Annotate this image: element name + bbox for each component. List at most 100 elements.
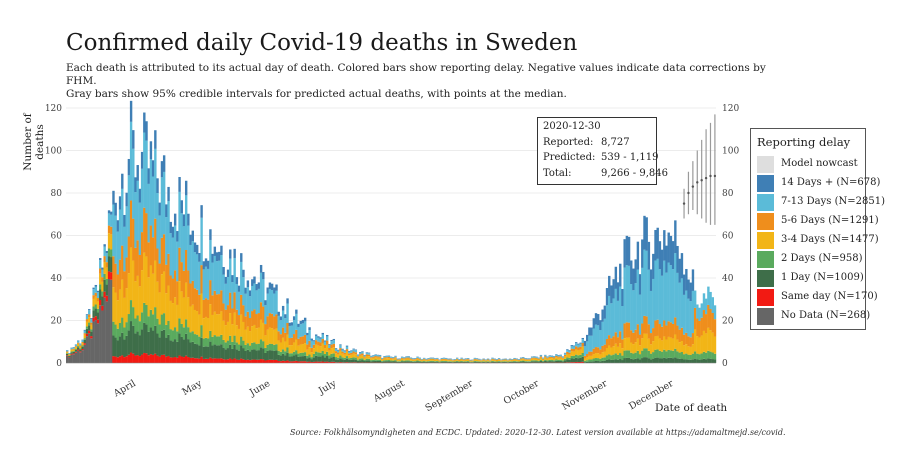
bar-segment <box>99 289 102 301</box>
bar-segment <box>321 338 324 344</box>
bar-segment <box>663 230 666 261</box>
bar-segment <box>469 360 472 362</box>
bar-segment <box>550 360 554 362</box>
bar-segment <box>623 267 626 324</box>
bar-segment <box>403 358 406 360</box>
bar-segment <box>264 352 267 361</box>
bar-segment <box>92 306 95 311</box>
bar-segment <box>663 260 666 321</box>
bar-segment <box>292 351 296 356</box>
bar-segment <box>433 361 437 362</box>
bar-segment <box>292 320 296 335</box>
bar-segment <box>572 362 576 363</box>
bar-segment <box>72 349 76 352</box>
bar-segment <box>79 345 82 347</box>
bar-segment <box>570 348 573 352</box>
bar-segment <box>284 351 287 356</box>
bar-segment <box>321 334 324 339</box>
bar-segment <box>330 339 333 342</box>
bar-segment <box>308 340 311 348</box>
bar-segment <box>196 311 199 335</box>
bar-segment <box>235 277 239 284</box>
bar-segment <box>222 347 225 360</box>
bar-segment <box>577 347 580 351</box>
bar-segment <box>579 343 582 347</box>
bar-segment <box>570 351 573 356</box>
bar-segment <box>191 331 194 342</box>
bar-segment <box>381 358 384 360</box>
bar-segment <box>372 361 375 363</box>
bar-segment <box>317 361 320 363</box>
y-tick-label-right: 100 <box>722 147 739 157</box>
bar-segment <box>583 340 587 346</box>
bar-segment <box>101 277 104 282</box>
bar-segment <box>398 361 402 362</box>
bar-segment <box>301 356 305 362</box>
bar-segment <box>440 361 443 363</box>
legend-item-2-days: 2 Days (N=958) <box>757 251 865 269</box>
nowcast-median-point <box>713 174 717 178</box>
bar-segment <box>405 357 408 359</box>
bar-segment <box>647 350 651 359</box>
bar-segment <box>204 337 208 347</box>
bar-segment <box>533 358 536 361</box>
bar-segment <box>489 361 492 363</box>
bar-segment <box>429 360 432 362</box>
bar-segment <box>579 357 582 362</box>
bar-segment <box>173 327 177 340</box>
bar-segment <box>306 355 309 359</box>
bar-segment <box>83 344 87 363</box>
bar-segment <box>486 361 490 363</box>
bar-segment <box>464 359 468 360</box>
bar-segment <box>500 361 503 363</box>
bar-segment <box>641 323 644 339</box>
bar-segment <box>273 359 276 363</box>
bar-segment <box>72 348 76 350</box>
bar-segment <box>317 336 320 338</box>
bar-segment <box>460 358 463 359</box>
bar-segment <box>555 357 558 360</box>
bar-segment <box>590 359 593 362</box>
bar-segment <box>317 337 320 342</box>
bar-segment <box>577 344 580 348</box>
bar-segment <box>559 357 562 360</box>
bar-segment <box>687 298 690 337</box>
bar-segment <box>290 322 294 326</box>
y-tick-label-right: 0 <box>722 359 728 369</box>
bar-segment <box>341 362 344 363</box>
bar-segment <box>125 335 128 357</box>
bar-segment <box>66 352 69 354</box>
bar-segment <box>493 361 496 362</box>
bar-segment <box>101 269 104 278</box>
bar-segment <box>207 268 210 300</box>
bar-segment <box>341 351 344 354</box>
bar-segment <box>138 188 142 203</box>
bar-segment <box>229 344 232 359</box>
bar-segment <box>107 256 111 272</box>
bar-segment <box>295 360 298 363</box>
bar-segment <box>550 358 554 361</box>
bar-segment <box>497 358 501 360</box>
bar-segment <box>178 247 181 282</box>
bar-segment <box>233 344 236 359</box>
bar-segment <box>330 361 333 363</box>
bar-segment <box>502 361 505 363</box>
bar-segment <box>405 356 408 358</box>
bar-segment <box>674 317 677 335</box>
bar-segment <box>367 360 371 363</box>
bar-segment <box>96 312 100 320</box>
bar-segment <box>110 211 113 215</box>
bar-segment <box>513 360 516 362</box>
bar-segment <box>665 272 668 326</box>
bar-segment <box>431 358 435 360</box>
bar-segment <box>233 335 236 345</box>
bar-segment <box>449 359 452 361</box>
bar-segment <box>438 360 441 362</box>
bar-segment <box>154 218 157 261</box>
bar-segment <box>323 348 327 354</box>
bar-segment <box>612 359 615 363</box>
bar-segment <box>297 345 300 354</box>
bar-segment <box>268 343 272 351</box>
bar-segment <box>129 300 133 322</box>
bar-segment <box>187 225 190 271</box>
